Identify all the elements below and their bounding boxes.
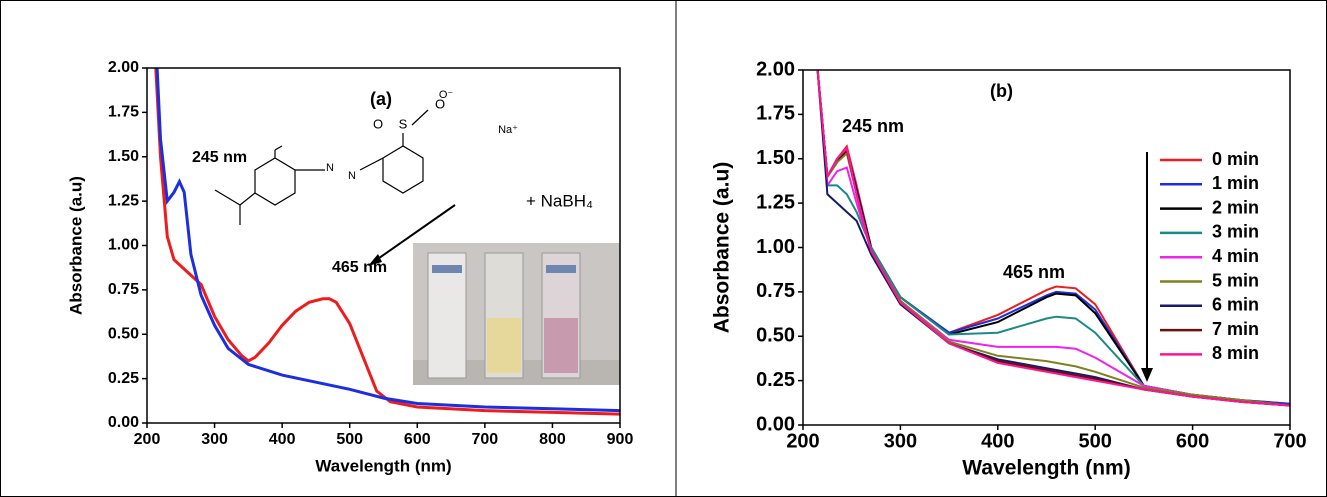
structure-label: N bbox=[348, 170, 356, 182]
x-tick-label: 600 bbox=[1176, 430, 1209, 452]
x-tick-label: 700 bbox=[472, 431, 499, 448]
x-tick-label: 500 bbox=[336, 431, 363, 448]
x-tick-label: 700 bbox=[1273, 430, 1306, 452]
y-tick-label: 1.50 bbox=[756, 147, 795, 169]
x-tick-label: 800 bbox=[539, 431, 566, 448]
y-tick-label: 2.00 bbox=[108, 59, 139, 76]
x-tick-label: 400 bbox=[269, 431, 296, 448]
legend-label: 8 min bbox=[1212, 343, 1259, 363]
structure-label: O bbox=[373, 116, 383, 131]
annotation: 465 nm bbox=[1003, 262, 1065, 282]
x-tick-label: 400 bbox=[981, 430, 1014, 452]
y-tick-label: 1.75 bbox=[108, 104, 139, 121]
figure: 0.00 0.25 0.50 0.75 1.00 1.25 1.50 1.75 2.00 200 3… bbox=[0, 0, 1327, 497]
y-tick-label: 1.00 bbox=[756, 236, 795, 258]
x-tick-label: 900 bbox=[607, 431, 634, 448]
y-tick-label: 0.00 bbox=[108, 414, 139, 431]
annotation: (b) bbox=[990, 81, 1013, 101]
y-tick-label: 0.50 bbox=[108, 325, 139, 342]
y-tick-label: 1.50 bbox=[108, 148, 139, 165]
arrow-head bbox=[1141, 368, 1153, 382]
x-axis-title: Wavelength (nm) bbox=[962, 457, 1130, 480]
structure-label: N bbox=[326, 162, 334, 174]
y-tick-label: 1.25 bbox=[756, 191, 795, 213]
x-tick-label: 200 bbox=[786, 430, 819, 452]
legend-label: 4 min bbox=[1212, 246, 1259, 266]
y-tick-label: 0.25 bbox=[108, 370, 139, 387]
annotation: (a) bbox=[370, 89, 392, 109]
y-tick-label: 1.00 bbox=[108, 237, 139, 254]
x-tick-label: 300 bbox=[884, 430, 917, 452]
legend-label: 5 min bbox=[1212, 270, 1259, 290]
legend-label: 7 min bbox=[1212, 319, 1259, 339]
x-tick-label: 200 bbox=[134, 431, 161, 448]
y-tick-label: 0.75 bbox=[108, 281, 139, 298]
y-tick-label: 0.50 bbox=[756, 325, 795, 347]
x-axis-title: Wavelength (nm) bbox=[315, 456, 451, 475]
y-axis-title: Absorbance (a.u) bbox=[711, 162, 734, 334]
y-tick-label: 2.00 bbox=[756, 58, 795, 80]
annotation: 245 nm bbox=[192, 149, 247, 166]
annotation: 465 nm bbox=[332, 259, 387, 276]
annotation: 245 nm bbox=[842, 116, 904, 136]
structure-label: O⁻ bbox=[439, 89, 454, 101]
y-tick-label: 1.75 bbox=[756, 103, 795, 125]
legend-label: 3 min bbox=[1212, 222, 1259, 242]
structure bbox=[215, 110, 428, 225]
y-tick-label: 0.25 bbox=[756, 369, 795, 391]
legend-label: 6 min bbox=[1212, 295, 1259, 315]
structure-label: S bbox=[399, 116, 408, 131]
x-tick-label: 300 bbox=[201, 431, 228, 448]
photo-inset bbox=[413, 243, 620, 385]
figure-border bbox=[1, 1, 1327, 497]
legend-label: 1 min bbox=[1212, 173, 1259, 193]
y-tick-label: 0.75 bbox=[756, 280, 795, 302]
x-tick-label: 600 bbox=[404, 431, 431, 448]
legend-label: 0 min bbox=[1212, 149, 1259, 169]
x-tick-label: 500 bbox=[1079, 430, 1112, 452]
annotation: + NaBH₄ bbox=[526, 191, 593, 210]
y-tick-label: 1.25 bbox=[108, 192, 139, 209]
legend-label: 2 min bbox=[1212, 197, 1259, 217]
y-axis-title: Absorbance (a.u) bbox=[66, 176, 85, 315]
structure-label: Na⁺ bbox=[498, 124, 518, 136]
